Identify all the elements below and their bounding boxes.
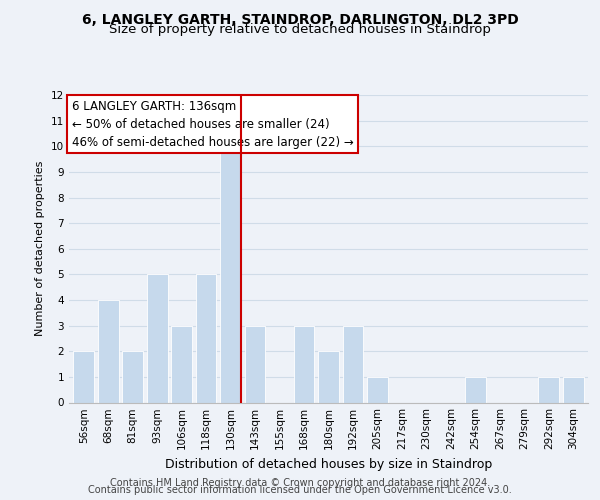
- Bar: [73, 351, 94, 403]
- Bar: [196, 274, 217, 402]
- Bar: [563, 377, 584, 402]
- Text: Contains HM Land Registry data © Crown copyright and database right 2024.: Contains HM Land Registry data © Crown c…: [110, 478, 490, 488]
- Text: Size of property relative to detached houses in Staindrop: Size of property relative to detached ho…: [109, 22, 491, 36]
- Y-axis label: Number of detached properties: Number of detached properties: [35, 161, 46, 336]
- Bar: [465, 377, 486, 402]
- Text: 6 LANGLEY GARTH: 136sqm
← 50% of detached houses are smaller (24)
46% of semi-de: 6 LANGLEY GARTH: 136sqm ← 50% of detache…: [71, 100, 353, 148]
- Bar: [367, 377, 388, 402]
- Bar: [122, 351, 143, 403]
- Bar: [98, 300, 119, 402]
- Bar: [171, 326, 192, 402]
- Bar: [318, 351, 339, 403]
- Text: Contains public sector information licensed under the Open Government Licence v3: Contains public sector information licen…: [88, 485, 512, 495]
- Text: 6, LANGLEY GARTH, STAINDROP, DARLINGTON, DL2 3PD: 6, LANGLEY GARTH, STAINDROP, DARLINGTON,…: [82, 12, 518, 26]
- X-axis label: Distribution of detached houses by size in Staindrop: Distribution of detached houses by size …: [165, 458, 492, 471]
- Bar: [147, 274, 167, 402]
- Bar: [343, 326, 364, 402]
- Bar: [220, 146, 241, 403]
- Bar: [245, 326, 265, 402]
- Bar: [293, 326, 314, 402]
- Bar: [538, 377, 559, 402]
